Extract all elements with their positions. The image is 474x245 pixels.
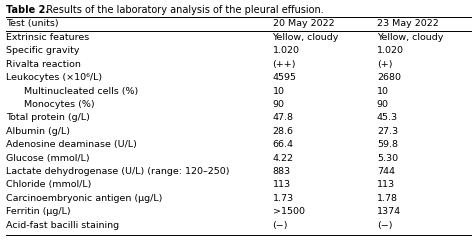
Text: (++): (++) [273, 60, 296, 69]
Text: 1.020: 1.020 [377, 46, 404, 55]
Text: >1500: >1500 [273, 207, 305, 216]
Text: Acid-fast bacilli staining: Acid-fast bacilli staining [6, 220, 119, 230]
Text: 90: 90 [273, 100, 284, 109]
Text: 1.73: 1.73 [273, 194, 294, 203]
Text: (−): (−) [273, 220, 288, 230]
Text: 883: 883 [273, 167, 291, 176]
Text: 23 May 2022: 23 May 2022 [377, 19, 438, 28]
Text: (−): (−) [377, 220, 392, 230]
Text: Chloride (mmol/L): Chloride (mmol/L) [6, 180, 91, 189]
Text: Total protein (g/L): Total protein (g/L) [6, 113, 90, 122]
Text: Table 2.: Table 2. [6, 5, 49, 15]
Text: Specific gravity: Specific gravity [6, 46, 79, 55]
Text: 20 May 2022: 20 May 2022 [273, 19, 334, 28]
Text: Albumin (g/L): Albumin (g/L) [6, 127, 70, 136]
Text: 28.6: 28.6 [273, 127, 293, 136]
Text: (+): (+) [377, 60, 392, 69]
Text: Results of the laboratory analysis of the pleural effusion.: Results of the laboratory analysis of th… [40, 5, 323, 15]
Text: 113: 113 [273, 180, 291, 189]
Text: 27.3: 27.3 [377, 127, 398, 136]
Text: 4595: 4595 [273, 73, 297, 82]
Text: 59.8: 59.8 [377, 140, 398, 149]
Text: Adenosine deaminase (U/L): Adenosine deaminase (U/L) [6, 140, 137, 149]
Text: 113: 113 [377, 180, 395, 189]
Text: Yellow, cloudy: Yellow, cloudy [273, 33, 339, 42]
Text: Leukocytes (×10⁶/L): Leukocytes (×10⁶/L) [6, 73, 102, 82]
Text: 66.4: 66.4 [273, 140, 293, 149]
Text: Monocytes (%): Monocytes (%) [24, 100, 94, 109]
Text: Test (units): Test (units) [6, 19, 58, 28]
Text: 1374: 1374 [377, 207, 401, 216]
Text: Multinucleated cells (%): Multinucleated cells (%) [24, 86, 138, 96]
Text: Carcinoembryonic antigen (µg/L): Carcinoembryonic antigen (µg/L) [6, 194, 162, 203]
Text: 744: 744 [377, 167, 395, 176]
Text: 47.8: 47.8 [273, 113, 293, 122]
Text: Rivalta reaction: Rivalta reaction [6, 60, 81, 69]
Text: Ferritin (µg/L): Ferritin (µg/L) [6, 207, 70, 216]
Text: 10: 10 [273, 86, 284, 96]
Text: 5.30: 5.30 [377, 154, 398, 163]
Text: 2680: 2680 [377, 73, 401, 82]
Text: 45.3: 45.3 [377, 113, 398, 122]
Text: 1.78: 1.78 [377, 194, 398, 203]
Text: Yellow, cloudy: Yellow, cloudy [377, 33, 443, 42]
Text: 4.22: 4.22 [273, 154, 293, 163]
Text: 10: 10 [377, 86, 389, 96]
Text: Extrinsic features: Extrinsic features [6, 33, 89, 42]
Text: Glucose (mmol/L): Glucose (mmol/L) [6, 154, 89, 163]
Text: Lactate dehydrogenase (U/L) (range: 120–250): Lactate dehydrogenase (U/L) (range: 120–… [6, 167, 229, 176]
Text: 90: 90 [377, 100, 389, 109]
Text: 1.020: 1.020 [273, 46, 300, 55]
